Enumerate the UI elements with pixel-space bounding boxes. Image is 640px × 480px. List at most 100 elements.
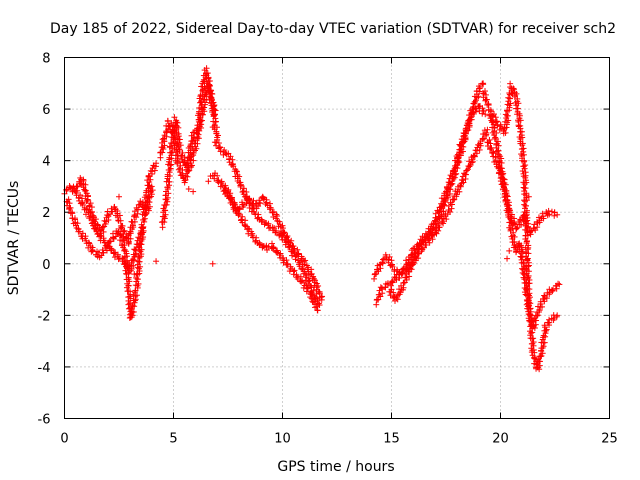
data-point-track-n (506, 104, 513, 111)
data-point-track-n (526, 312, 533, 319)
data-point-track-k (457, 182, 464, 189)
data-point-track-l (491, 131, 498, 138)
data-point-track-l (535, 214, 542, 221)
data-point-track-f (234, 168, 241, 175)
data-point-track-k (393, 294, 400, 301)
data-point-isolated (190, 188, 197, 195)
data-point-track-n (523, 270, 530, 277)
data-point-track-e (164, 184, 171, 191)
data-point-track-l (539, 213, 546, 220)
data-point-track-c (116, 212, 123, 219)
data-point-track-m (556, 281, 563, 288)
data-point-track-g (308, 289, 315, 296)
data-point-track-e (212, 118, 219, 125)
data-point-track-n (524, 246, 531, 253)
data-point-track-h (222, 191, 229, 198)
data-point-track-h (308, 270, 315, 277)
data-point-track-h (303, 262, 310, 269)
data-point-track-j (421, 234, 428, 241)
data-point-track-e (201, 104, 208, 111)
data-point-track-k (458, 176, 465, 183)
data-point-track-c (127, 235, 134, 242)
data-point-track-g (304, 285, 311, 292)
data-point-track-k (453, 193, 460, 200)
data-point-track-b (69, 209, 76, 216)
data-point-track-c (87, 209, 94, 216)
data-point-track-n (516, 112, 523, 119)
y-tick-label: 6 (42, 103, 50, 118)
data-point-track-h (236, 206, 243, 213)
data-point-track-n (507, 80, 514, 87)
data-point-track-b (121, 253, 128, 260)
data-point-track-d (202, 70, 209, 77)
data-point-track-f (236, 179, 243, 186)
data-point-track-g (245, 225, 252, 232)
data-point-track-n (536, 358, 543, 365)
data-point-track-m (541, 293, 548, 300)
data-point-track-c (137, 198, 144, 205)
data-point-track-c (146, 194, 153, 201)
data-point-track-n (519, 157, 526, 164)
data-point-track-h (284, 232, 291, 239)
data-point-track-h (315, 288, 322, 295)
data-point-track-m (510, 229, 517, 236)
data-point-track-j (382, 251, 389, 258)
data-point-track-m (555, 280, 562, 287)
data-point-track-c (102, 220, 109, 227)
data-point-track-b (134, 258, 141, 265)
data-point-track-l (536, 219, 543, 226)
data-point-track-i (395, 274, 402, 281)
data-point-track-i (375, 291, 382, 298)
data-point-track-n (497, 121, 504, 128)
data-point-track-e (188, 138, 195, 145)
chart-title: Day 185 of 2022, Sidereal Day-to-day VTE… (50, 21, 616, 37)
data-point-track-b (140, 229, 147, 236)
data-point-track-m (550, 286, 557, 293)
data-point-track-l (493, 148, 500, 155)
data-point-track-f (305, 278, 312, 285)
x-axis-label: GPS time / hours (277, 459, 394, 475)
x-tick-label: 15 (383, 432, 400, 447)
data-point-track-l (545, 207, 552, 214)
data-point-track-h (225, 188, 232, 195)
data-point-track-b (132, 288, 139, 295)
data-point-track-b (124, 261, 131, 268)
data-point-track-h (302, 257, 309, 264)
data-point-track-g (291, 267, 298, 274)
data-point-track-n (524, 287, 531, 294)
data-point-track-n (493, 118, 500, 125)
data-point-track-l (546, 211, 553, 218)
data-point-track-b (153, 160, 160, 167)
data-point-track-g (239, 213, 246, 220)
data-point-track-n (526, 280, 533, 287)
data-point-track-b (136, 268, 143, 275)
data-point-track-b (137, 241, 144, 248)
data-point-track-c (97, 227, 104, 234)
data-point-track-n (524, 300, 531, 307)
data-point-track-e (159, 224, 166, 231)
data-point-track-c (88, 208, 95, 215)
data-point-track-c (108, 208, 115, 215)
data-point-track-c (143, 210, 150, 217)
data-point-track-d (190, 157, 197, 164)
data-point-track-n (504, 101, 511, 108)
data-point-track-l (511, 220, 518, 227)
data-point-track-j (439, 205, 446, 212)
data-point-track-e (207, 99, 214, 106)
data-point-track-h (243, 200, 250, 207)
data-point-track-n (525, 244, 532, 251)
data-point-track-n (523, 197, 530, 204)
data-point-track-l (534, 218, 541, 225)
data-point-track-i (389, 279, 396, 286)
data-point-track-f (214, 136, 221, 143)
data-point-track-n (524, 227, 531, 234)
data-point-track-e (166, 166, 173, 173)
data-point-track-n (522, 222, 529, 229)
data-point-track-m (504, 209, 511, 216)
data-point-track-g (283, 261, 290, 268)
data-point-track-j (386, 253, 393, 260)
data-point-track-l (484, 101, 491, 108)
data-point-track-m (503, 188, 510, 195)
data-point-track-f (303, 272, 310, 279)
